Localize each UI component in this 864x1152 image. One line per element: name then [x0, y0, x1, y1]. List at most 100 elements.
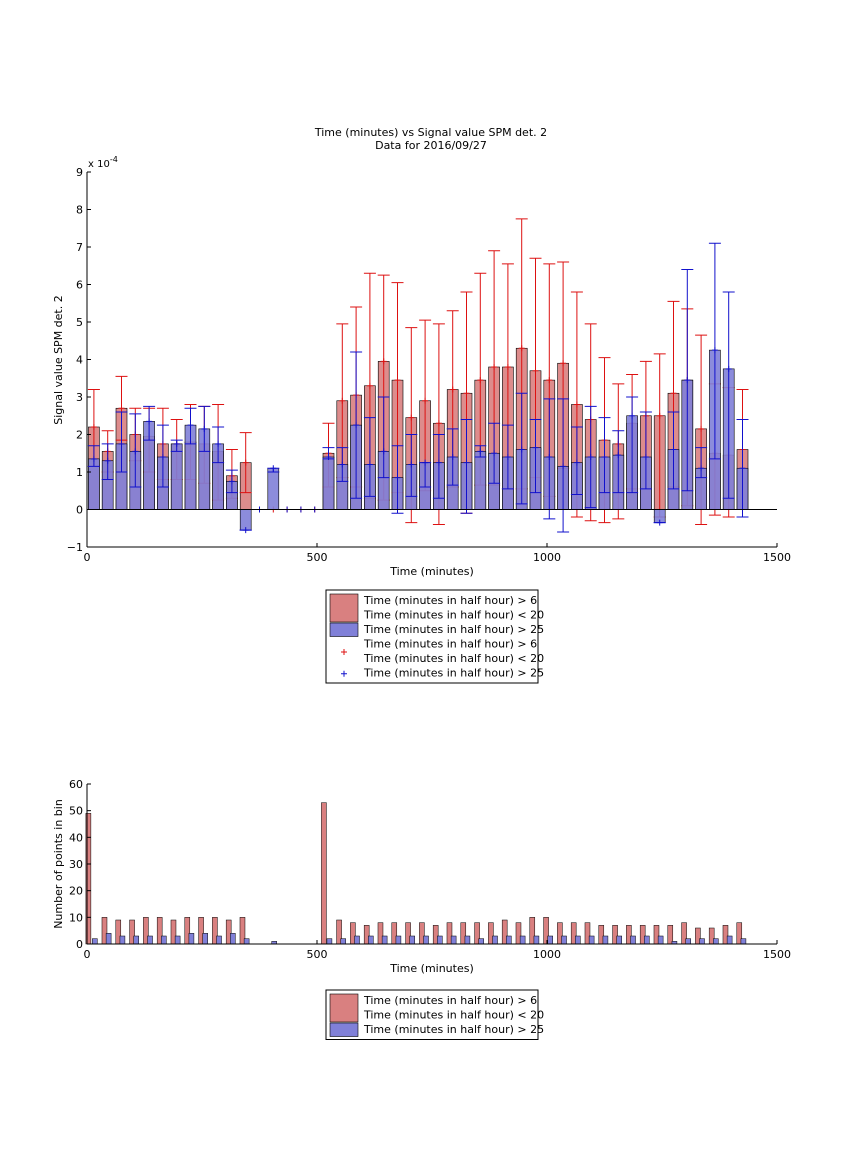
- plot2-bar-s1-43: [685, 938, 691, 945]
- plot2-bar-s1-5: [161, 935, 167, 945]
- plot2-bar-s1-30: [506, 935, 512, 945]
- plot1-ytick-label-6: 5: [76, 316, 83, 329]
- plot2-bar-s1-45: [713, 938, 719, 945]
- plot2-xlabel: Time (minutes): [389, 962, 474, 975]
- plot1-xtick-label-0: 0: [84, 551, 91, 564]
- plot2-bar-s1-29: [492, 935, 498, 945]
- plot2-bar-s1-7: [188, 933, 195, 945]
- plot2-bar-s1-37: [602, 935, 609, 945]
- plot2-legend: Time (minutes in half hour) > 6 Time (min…: [325, 989, 544, 1040]
- plot1-legend-label-0-0: Time (minutes in half hour) > 6: [363, 594, 537, 607]
- plot2-bar-s1-10: [230, 933, 236, 945]
- plot2-legend-swatch-1: [329, 1022, 359, 1037]
- plot2-ytick-label-4: 40: [69, 831, 83, 844]
- plot1-legend-swatch-0: [329, 593, 359, 623]
- plot2-bar-s1-23: [409, 935, 415, 945]
- plot1-legend-label-1-0: Time (minutes in half hour) > 25: [363, 623, 544, 636]
- chart-title-line-2: Data for 2016/09/27: [375, 139, 487, 152]
- plot2-bar-s1-28: [478, 938, 484, 945]
- plot2-bar-s1-47: [740, 938, 747, 945]
- plot2-bar-s1-20: [368, 935, 374, 945]
- plot2-xtick-label-0: 0: [84, 948, 91, 961]
- plot2-bar-s1-18: [340, 938, 346, 945]
- plot2-bar-s1-24: [423, 935, 429, 945]
- plot2-bar-s1-4: [147, 935, 153, 945]
- plot2-bar-s1-2: [119, 935, 126, 945]
- plot2-bar-s1-19: [354, 935, 360, 945]
- plot2-bar-s1-39: [630, 935, 636, 945]
- plot1-xtick-label-3: 1500: [763, 551, 791, 564]
- plot1-legend-label-3-0: Time (minutes in half hour) > 25: [363, 667, 544, 680]
- plot1-xtick-label-1: 500: [307, 551, 328, 564]
- plot2-ytick-label-3: 30: [69, 858, 83, 871]
- plot1-bar-s1-11: [239, 509, 252, 531]
- plot2-xtick-label-3: 1500: [763, 948, 791, 961]
- plot2-bar-s1-36: [588, 935, 595, 945]
- plot2-bar-s1-34: [561, 935, 567, 945]
- plot2-ytick-label-5: 50: [69, 805, 83, 818]
- plot1-legend-label-2-0: Time (minutes in half hour) > 6: [363, 638, 537, 651]
- plot1-ytick-label-2: 1: [76, 466, 83, 479]
- plot2-bar-s1-25: [437, 935, 443, 945]
- plot2-bar-s1-3: [133, 935, 139, 945]
- plot1-bar-s1-28: [474, 451, 487, 510]
- plot2-bar-s1-46: [726, 935, 733, 945]
- plot2-bar-s1-22: [395, 935, 402, 945]
- plot1-ytick-label-8: 7: [76, 241, 83, 254]
- plot2-bar-s1-35: [575, 935, 581, 945]
- plot1-ytick-label-1: 0: [76, 504, 83, 517]
- plot2-bar-s1-0: [92, 938, 98, 945]
- plot1-bar-s1-17: [322, 456, 335, 510]
- plot2-bar-s1-31: [519, 935, 526, 945]
- plot2-ylabel: Number of points in bin: [52, 799, 65, 929]
- plot2-legend-label-1-0: Time (minutes in half hour) > 25: [363, 1023, 544, 1036]
- plot1-ytick-label-0: −1: [67, 541, 83, 554]
- plot2-bar-s1-11: [243, 938, 250, 945]
- plot1-xtick-label-2: 1000: [533, 551, 561, 564]
- plot2-ytick-label-2: 20: [69, 885, 83, 898]
- chart-title-line-1: Time (minutes) vs Signal value SPM det. …: [314, 126, 547, 139]
- plot2-xtick-label-1: 500: [307, 948, 328, 961]
- plot1-y-multiplier-base: x 10: [88, 159, 110, 170]
- plot2-ytick-label-6: 60: [69, 778, 83, 791]
- plot1-legend-label-0-1: Time (minutes in half hour) < 20: [363, 609, 544, 622]
- plot2-legend-box: [325, 989, 539, 1040]
- plot1-bar-s1-6: [170, 443, 183, 510]
- plot1-legend-label-2-1: Time (minutes in half hour) < 20: [363, 652, 544, 665]
- plot1-y-multiplier-exponent: -4: [110, 155, 118, 164]
- plot2-legend-label-0-1: Time (minutes in half hour) < 20: [363, 1009, 544, 1022]
- plot1-legend-swatch-1: [329, 622, 359, 637]
- plot2-ytick-label-1: 10: [69, 911, 83, 924]
- plot2-bar-s1-38: [616, 935, 622, 945]
- plot2-bar-s1-1: [105, 933, 112, 945]
- plot2-bar-s1-41: [657, 935, 664, 945]
- plot2-bar-s1-32: [533, 935, 540, 945]
- plot1-legend-box: [325, 589, 539, 684]
- plot2-bar-s1-6: [174, 935, 181, 945]
- plot2-xtick-label-2: 1000: [533, 948, 561, 961]
- plot2-bar-s1-27: [464, 935, 471, 945]
- plot2-bar-s1-33: [547, 935, 553, 945]
- plot1-bar-s1-13: [267, 467, 280, 510]
- histogram-plot: 0 10 20 30 40 50 60 0 500 1000 1500: [69, 778, 791, 961]
- plot2-bar-s1-17: [326, 938, 333, 945]
- plot1-y-multiplier: x 10-4: [88, 155, 118, 170]
- plot1-ytick-label-10: 9: [76, 166, 83, 179]
- plot2-legend-label-0-0: Time (minutes in half hour) > 6: [363, 994, 537, 1007]
- plot1-ytick-label-3: 2: [76, 429, 83, 442]
- plot2-ytick-label-0: 0: [76, 938, 83, 951]
- plot1-ylabel: Signal value SPM det. 2: [52, 295, 65, 425]
- plot2-bar-s0-17: [321, 802, 327, 945]
- plot2-bar-s1-21: [381, 935, 388, 945]
- plot2-bar-s1-40: [644, 935, 650, 945]
- plot1-xlabel: Time (minutes): [389, 565, 474, 578]
- plot1-ytick-label-7: 6: [76, 279, 83, 292]
- plot1-ytick-label-5: 4: [76, 354, 83, 367]
- plot2-bar-s1-9: [216, 935, 222, 945]
- plot2-bar-s1-26: [450, 935, 457, 945]
- plot2-bar-s1-44: [699, 938, 705, 945]
- plot1-ytick-label-4: 3: [76, 391, 83, 404]
